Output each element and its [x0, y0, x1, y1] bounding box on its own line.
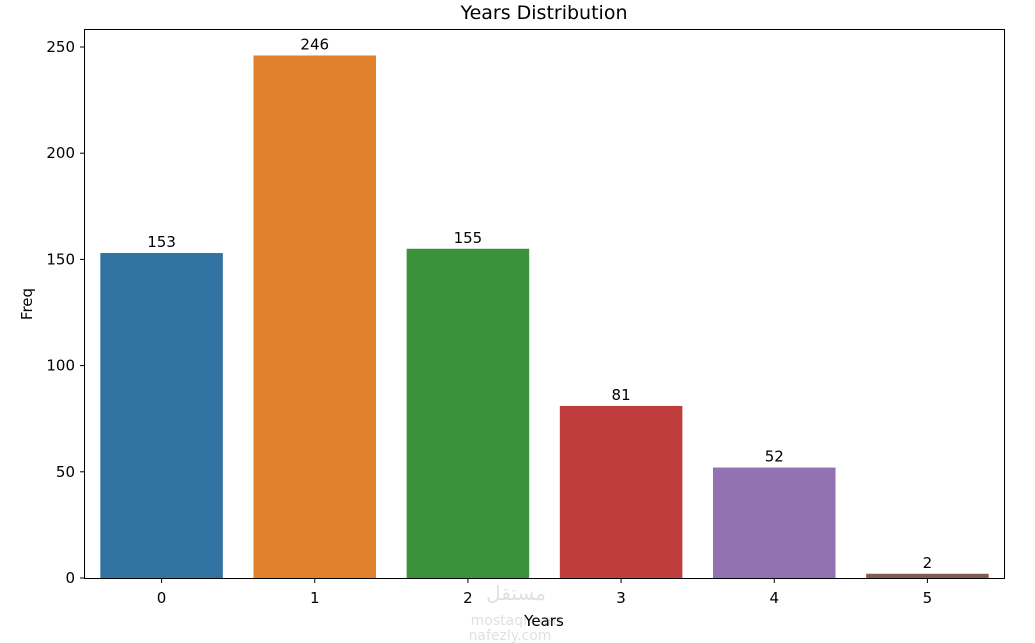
x-tick-label-3: 3 — [616, 589, 626, 607]
watermark-mostaql: mostaql.com — [471, 613, 562, 629]
y-tick-label-150: 150 — [46, 250, 75, 268]
bar-5 — [866, 573, 989, 578]
x-tick-label-1: 1 — [310, 589, 320, 607]
bar-4 — [712, 467, 836, 578]
y-tick-label-50: 50 — [56, 463, 75, 481]
bar-1 — [253, 55, 377, 578]
x-tick-label-5: 5 — [923, 589, 933, 607]
bars-group: 153 246 155 81 52 2 — [100, 35, 989, 578]
bar-2 — [406, 248, 530, 578]
y-tick-label-200: 200 — [46, 144, 75, 162]
data-label-4: 52 — [765, 448, 784, 466]
watermark-arabic: مستقل — [486, 581, 546, 605]
data-label-0: 153 — [147, 233, 176, 251]
chart-title: Years Distribution — [459, 2, 627, 24]
y-axis-label: Freq — [18, 288, 36, 320]
x-tick-label-4: 4 — [769, 589, 779, 607]
x-axis-label: Years — [523, 612, 564, 630]
bar-3 — [559, 405, 683, 578]
x-tick-label-2: 2 — [463, 589, 473, 607]
watermark: مستقل mostaql.com nafezly.com — [469, 581, 562, 643]
plot-frame — [84, 29, 1005, 579]
y-tick-label-0: 0 — [65, 569, 75, 587]
y-tick-label-250: 250 — [46, 38, 75, 56]
y-tick-label-100: 100 — [46, 357, 75, 375]
bar-0 — [100, 253, 223, 578]
y-axis-ticks: 0 50 100 150 200 250 — [46, 38, 85, 587]
data-label-5: 2 — [923, 554, 933, 572]
data-label-3: 81 — [612, 386, 631, 404]
data-label-2: 155 — [454, 229, 483, 247]
x-tick-label-0: 0 — [157, 589, 167, 607]
data-label-1: 246 — [300, 35, 329, 53]
watermark-nafezly: nafezly.com — [469, 628, 552, 643]
